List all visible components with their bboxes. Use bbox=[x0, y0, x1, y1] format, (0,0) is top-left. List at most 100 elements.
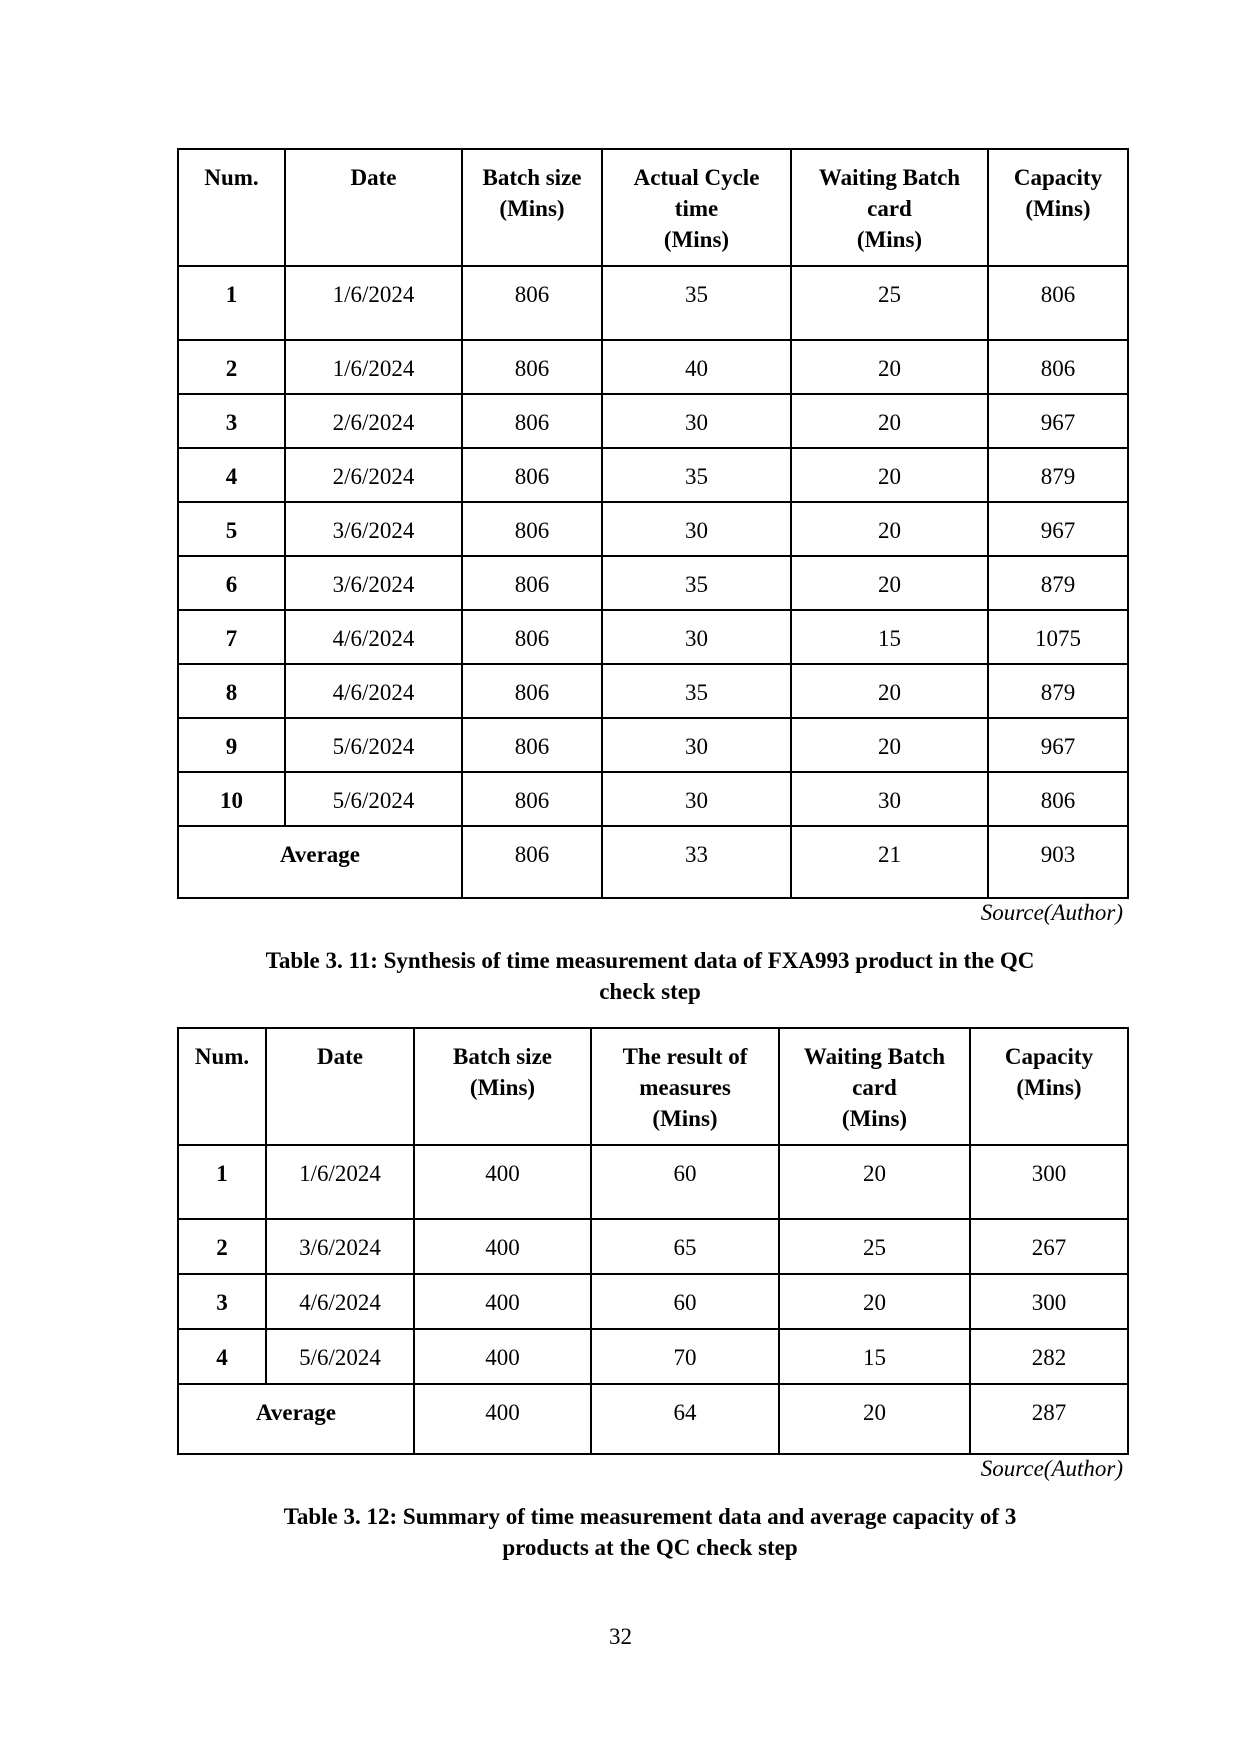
table-row: 6 3/6/2024 806 35 20 879 bbox=[177, 555, 1129, 611]
table-row: 4 5/6/2024 400 70 15 282 bbox=[177, 1328, 1129, 1385]
table-cell: 35 bbox=[601, 447, 792, 503]
table-cell: 60 bbox=[590, 1144, 780, 1220]
table-cell: 25 bbox=[778, 1218, 971, 1275]
table-cell: 879 bbox=[987, 555, 1129, 611]
column-header: Capacity (Mins) bbox=[969, 1027, 1129, 1146]
column-header-line: (Mins) bbox=[856, 227, 923, 252]
column-header-line: Num. bbox=[194, 1044, 250, 1069]
column-header-line: Num. bbox=[204, 165, 259, 190]
table-cell: 1 bbox=[177, 265, 286, 341]
column-header: The result of measures (Mins) bbox=[590, 1027, 780, 1146]
column-header: Capacity (Mins) bbox=[987, 148, 1129, 267]
column-header-line: Batch size bbox=[452, 1044, 552, 1069]
caption-line: Table 3. 11: Synthesis of time measureme… bbox=[265, 948, 1035, 973]
table-cell: 5 bbox=[177, 501, 286, 557]
caption-line: products at the QC check step bbox=[502, 1535, 798, 1560]
table-row: 2 3/6/2024 400 65 25 267 bbox=[177, 1218, 1129, 1275]
column-header: Date bbox=[265, 1027, 415, 1146]
table-cell: 879 bbox=[987, 663, 1129, 719]
table-row: 3 2/6/2024 806 30 20 967 bbox=[177, 393, 1129, 449]
table-cell: 30 bbox=[601, 609, 792, 665]
table-cell: 60 bbox=[590, 1273, 780, 1330]
table-cell: 806 bbox=[461, 663, 603, 719]
table-cell: 1075 bbox=[987, 609, 1129, 665]
table-cell: 64 bbox=[590, 1383, 780, 1455]
column-header-line: (Mins) bbox=[652, 1106, 718, 1131]
table-cell: 30 bbox=[601, 501, 792, 557]
table-cell: 1/6/2024 bbox=[265, 1144, 415, 1220]
table-row: 2 1/6/2024 806 40 20 806 bbox=[177, 339, 1129, 395]
column-header: Num. bbox=[177, 1027, 267, 1146]
table-cell: 65 bbox=[590, 1218, 780, 1275]
table-cell: 20 bbox=[778, 1273, 971, 1330]
table-cell: 806 bbox=[461, 825, 603, 899]
table-row: 9 5/6/2024 806 30 20 967 bbox=[177, 717, 1129, 773]
table-qc-check-summary: Num. Date Batch size (Mins) The result of mea… bbox=[177, 1027, 1129, 1455]
column-header: Batch size (Mins) bbox=[461, 148, 603, 267]
column-header-line: card bbox=[852, 1075, 897, 1100]
table-cell: 806 bbox=[461, 265, 603, 341]
table-header-row: Num. Date Batch size (Mins) Actual Cycle time… bbox=[177, 148, 1129, 267]
average-label: Average bbox=[177, 825, 463, 899]
table-cell: 20 bbox=[778, 1144, 971, 1220]
table-cell: 400 bbox=[413, 1383, 592, 1455]
table-cell: 806 bbox=[461, 771, 603, 827]
table-cell: 806 bbox=[987, 339, 1129, 395]
table-row: 1 1/6/2024 400 60 20 300 bbox=[177, 1144, 1129, 1220]
column-header-line: Actual Cycle bbox=[633, 165, 760, 190]
table-cell: 35 bbox=[601, 555, 792, 611]
table-cell: 1/6/2024 bbox=[284, 339, 463, 395]
average-row: Average 806 33 21 903 bbox=[177, 825, 1129, 899]
table-cell: 15 bbox=[790, 609, 989, 665]
column-header-line: Capacity bbox=[1013, 165, 1103, 190]
table-cell: 2/6/2024 bbox=[284, 393, 463, 449]
column-header-line: time bbox=[674, 196, 719, 221]
table-cell: 9 bbox=[177, 717, 286, 773]
table-source: Source(Author) bbox=[980, 1456, 1123, 1481]
table-cell: 5/6/2024 bbox=[265, 1328, 415, 1385]
table-cell: 33 bbox=[601, 825, 792, 899]
table-cell: 6 bbox=[177, 555, 286, 611]
table-cell: 4 bbox=[177, 447, 286, 503]
table-row: 10 5/6/2024 806 30 30 806 bbox=[177, 771, 1129, 827]
table-cell: 30 bbox=[601, 717, 792, 773]
column-header-line: Batch size bbox=[482, 165, 582, 190]
column-header: Batch size (Mins) bbox=[413, 1027, 592, 1146]
table-row: 7 4/6/2024 806 30 15 1075 bbox=[177, 609, 1129, 665]
table-cell: 70 bbox=[590, 1328, 780, 1385]
table-cell: 20 bbox=[790, 447, 989, 503]
table-row: 4 2/6/2024 806 35 20 879 bbox=[177, 447, 1129, 503]
table-cell: 35 bbox=[601, 265, 792, 341]
table-cell: 4/6/2024 bbox=[265, 1273, 415, 1330]
column-header-line: The result of bbox=[622, 1044, 748, 1069]
column-header-line: (Mins) bbox=[841, 1106, 908, 1131]
table-cell: 8 bbox=[177, 663, 286, 719]
column-header: Num. bbox=[177, 148, 286, 267]
table-cell: 20 bbox=[790, 501, 989, 557]
table-row: 5 3/6/2024 806 30 20 967 bbox=[177, 501, 1129, 557]
table-row: 8 4/6/2024 806 35 20 879 bbox=[177, 663, 1129, 719]
table-cell: 30 bbox=[601, 771, 792, 827]
table-cell: 300 bbox=[969, 1144, 1129, 1220]
table-cell: 5/6/2024 bbox=[284, 771, 463, 827]
table-cell: 806 bbox=[461, 555, 603, 611]
table-cell: 879 bbox=[987, 447, 1129, 503]
table-cell: 20 bbox=[790, 555, 989, 611]
table-cell: 10 bbox=[177, 771, 286, 827]
table-cell: 35 bbox=[601, 663, 792, 719]
table-cell: 2 bbox=[177, 339, 286, 395]
table-cell: 3 bbox=[177, 393, 286, 449]
table-cell: 7 bbox=[177, 609, 286, 665]
table-source: Source(Author) bbox=[980, 900, 1123, 925]
average-label: Average bbox=[177, 1383, 415, 1455]
table-cell: 806 bbox=[461, 501, 603, 557]
table-cell: 20 bbox=[778, 1383, 971, 1455]
table-header-row: Num. Date Batch size (Mins) The result of mea… bbox=[177, 1027, 1129, 1146]
table-cell: 30 bbox=[790, 771, 989, 827]
caption-line: Table 3. 12: Summary of time measurement… bbox=[283, 1504, 1017, 1529]
table-cell: 282 bbox=[969, 1328, 1129, 1385]
column-header-line: (Mins) bbox=[1025, 196, 1091, 221]
page-number: 32 bbox=[609, 1624, 632, 1649]
table-cell: 4 bbox=[177, 1328, 267, 1385]
column-header: Date bbox=[284, 148, 463, 267]
